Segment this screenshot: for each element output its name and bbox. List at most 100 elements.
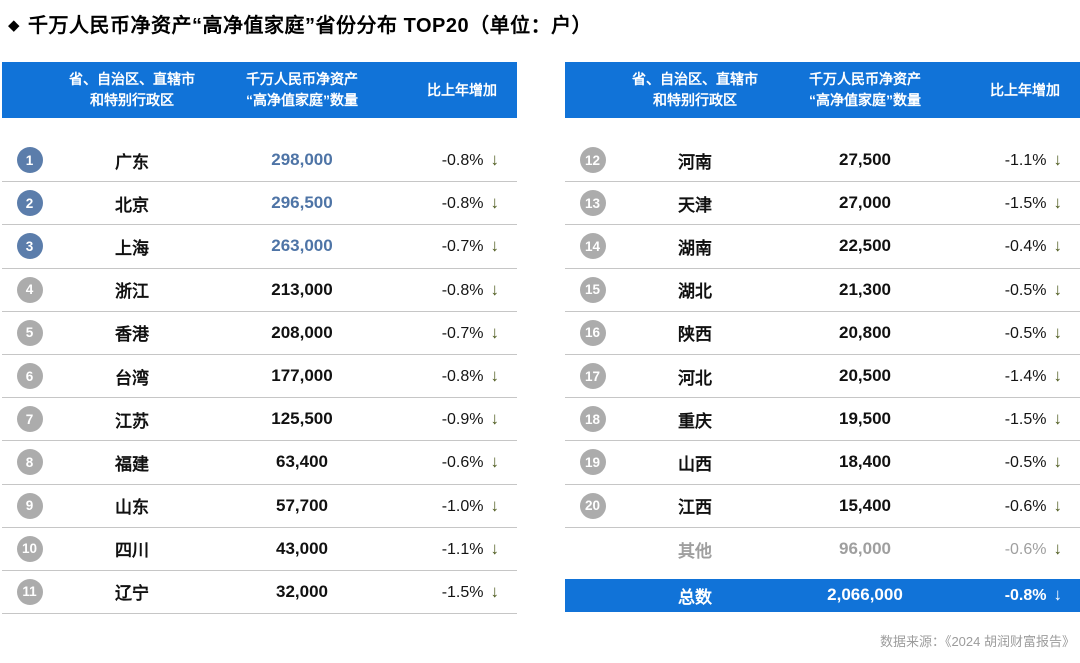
table-row: 10 四川 43,000 -1.1% ↓	[2, 528, 517, 571]
yoy-change: -0.6% ↓	[960, 539, 1080, 559]
down-arrow-icon: ↓	[1053, 495, 1063, 515]
yoy-change: -0.8% ↓	[397, 193, 517, 213]
yoy-change: -0.8% ↓	[397, 280, 517, 300]
rank-badge: 8	[16, 449, 43, 476]
rank-cell: 2	[2, 190, 57, 217]
yoy-change: -1.0% ↓	[397, 496, 517, 516]
rank-cell: 18	[565, 406, 620, 433]
down-arrow-icon: ↓	[490, 322, 500, 342]
rank-badge: 12	[579, 147, 606, 174]
household-count: 2,066,000	[827, 585, 903, 605]
yoy-change-value: -1.5%	[1004, 195, 1047, 213]
rank-badge: 2	[16, 190, 43, 217]
table-row: 16 陕西 20,800 -0.5% ↓	[565, 312, 1080, 355]
household-count: 20,800	[839, 322, 891, 342]
yoy-change: -0.5% ↓	[960, 323, 1080, 343]
header-change-column: 比上年增加	[427, 82, 497, 98]
province-name: 总数	[678, 587, 712, 607]
yoy-change-value: -0.8%	[441, 195, 484, 213]
table-row: 7 江苏 125,500 -0.9% ↓	[2, 398, 517, 442]
yoy-change: -0.6% ↓	[960, 496, 1080, 516]
rank-cell: 17	[565, 363, 620, 390]
rank-cell: 10	[2, 535, 57, 562]
yoy-change-value: -1.1%	[441, 540, 484, 558]
rank-cell: 13	[565, 190, 620, 217]
table-row: 12 河南 27,500 -1.1% ↓	[565, 139, 1080, 183]
rank-badge: 11	[16, 578, 43, 605]
yoy-change: -0.7% ↓	[397, 236, 517, 256]
household-count: 27,500	[839, 150, 891, 170]
yoy-change-value: -0.4%	[1004, 238, 1047, 256]
table-row: 19 山西 18,400 -0.5% ↓	[565, 441, 1080, 485]
down-arrow-icon: ↓	[490, 409, 500, 429]
table-row: 1 广东 298,000 -0.8% ↓	[2, 139, 517, 183]
province-name: 江西	[678, 498, 712, 518]
table-row: 3 上海 263,000 -0.7% ↓	[2, 225, 517, 269]
yoy-change-value: -0.5%	[1004, 454, 1047, 472]
table-row: 15 湖北 21,300 -0.5% ↓	[565, 269, 1080, 312]
rank-badge: 1	[16, 147, 43, 174]
yoy-change: -1.1% ↓	[960, 150, 1080, 170]
table-row: 9 山东 57,700 -1.0% ↓	[2, 485, 517, 528]
rank-cell: 5	[2, 319, 57, 346]
rank-badge: 14	[579, 233, 606, 260]
province-name: 山西	[678, 454, 712, 474]
left-table: 省、自治区、直辖市 和特别行政区 千万人民币净资产 “高净值家庭”数量 比上年增…	[2, 62, 517, 615]
household-count: 263,000	[271, 236, 333, 256]
rank-cell: 14	[565, 233, 620, 260]
household-count: 15,400	[839, 495, 891, 515]
table-row: 17 河北 20,500 -1.4% ↓	[565, 355, 1080, 399]
ranking-tables: 省、自治区、直辖市 和特别行政区 千万人民币净资产 “高净值家庭”数量 比上年增…	[2, 62, 1080, 615]
yoy-change-value: -0.6%	[1004, 497, 1047, 515]
table-row: 4 浙江 213,000 -0.8% ↓	[2, 269, 517, 312]
yoy-change: -0.5% ↓	[960, 280, 1080, 300]
rank-cell: 9	[2, 492, 57, 519]
yoy-change: -0.5% ↓	[960, 452, 1080, 472]
right-table-body: 12 河南 27,500 -1.1% ↓ 13 天津 27,000 -1.5% ↓ …	[565, 118, 1080, 612]
down-arrow-icon: ↓	[490, 193, 500, 213]
rank-badge: 9	[16, 492, 43, 519]
rank-cell: 4	[2, 276, 57, 303]
province-name: 上海	[115, 238, 149, 258]
yoy-change: -1.1% ↓	[397, 539, 517, 559]
header-region-column: 省、自治区、直辖市 和特别行政区	[69, 71, 195, 108]
province-name: 山东	[115, 498, 149, 518]
yoy-change: -0.6% ↓	[397, 452, 517, 472]
yoy-change-value: -0.9%	[441, 411, 484, 429]
household-count: 208,000	[271, 322, 333, 342]
household-count: 63,400	[276, 452, 328, 472]
down-arrow-icon: ↓	[1053, 236, 1063, 256]
rank-cell: 11	[2, 578, 57, 605]
yoy-change-value: -0.8%	[1004, 587, 1047, 605]
province-name: 其他	[678, 541, 712, 561]
province-name: 福建	[115, 454, 149, 474]
rank-cell: 20	[565, 492, 620, 519]
household-count: 177,000	[271, 366, 333, 386]
yoy-change-value: -0.8%	[441, 368, 484, 386]
province-name: 重庆	[678, 411, 712, 431]
table-row: 13 天津 27,000 -1.5% ↓	[565, 182, 1080, 226]
yoy-change: -1.5% ↓	[960, 193, 1080, 213]
left-table-body: 1 广东 298,000 -0.8% ↓ 2 北京 296,500 -0.8% ↓ …	[2, 118, 517, 615]
down-arrow-icon: ↓	[1053, 409, 1063, 429]
yoy-change: -0.8% ↓	[397, 366, 517, 386]
yoy-change-value: -0.8%	[441, 281, 484, 299]
down-arrow-icon: ↓	[490, 452, 500, 472]
rank-badge: 15	[579, 276, 606, 303]
province-name: 陕西	[678, 325, 712, 345]
down-arrow-icon: ↓	[1053, 539, 1063, 559]
province-name: 四川	[115, 541, 149, 561]
household-count: 125,500	[271, 409, 333, 429]
province-name: 香港	[115, 325, 149, 345]
household-count: 18,400	[839, 452, 891, 472]
table-row: 20 江西 15,400 -0.6% ↓	[565, 485, 1080, 528]
header-region-column: 省、自治区、直辖市 和特别行政区	[632, 71, 758, 108]
yoy-change-value: -1.5%	[1004, 411, 1047, 429]
down-arrow-icon: ↓	[490, 150, 500, 170]
household-count: 20,500	[839, 366, 891, 386]
page-title: ◆ 千万人民币净资产“高净值家庭”省份分布 TOP20（单位：户）	[8, 9, 592, 38]
yoy-change-value: -0.7%	[441, 238, 484, 256]
rank-cell: 1	[2, 147, 57, 174]
rank-badge: 18	[579, 406, 606, 433]
household-count: 43,000	[276, 538, 328, 558]
